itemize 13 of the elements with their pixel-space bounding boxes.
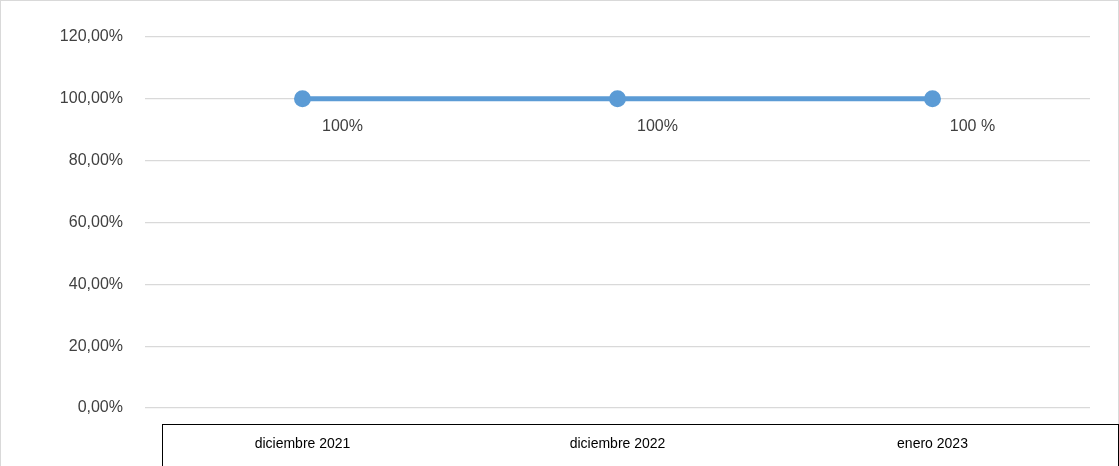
x-tick-label: enero 2023 [897,435,969,452]
y-tick-label: 40,00% [68,274,123,292]
x-tick-label: diciembre 2022 [569,435,666,452]
y-tick-label: 60,00% [68,212,123,230]
y-tick-label: 0,00% [77,398,123,416]
y-tick-label: 120,00% [59,27,123,45]
y-tick-label: 20,00% [68,336,123,354]
x-tick-label: diciembre 2021 [254,435,351,452]
y-tick-label: 100,00% [59,89,123,107]
y-tick-label: 80,00% [68,151,123,169]
data-label: 100% [322,117,363,135]
data-label: 100 % [949,117,996,135]
data-label: 100% [637,117,678,135]
